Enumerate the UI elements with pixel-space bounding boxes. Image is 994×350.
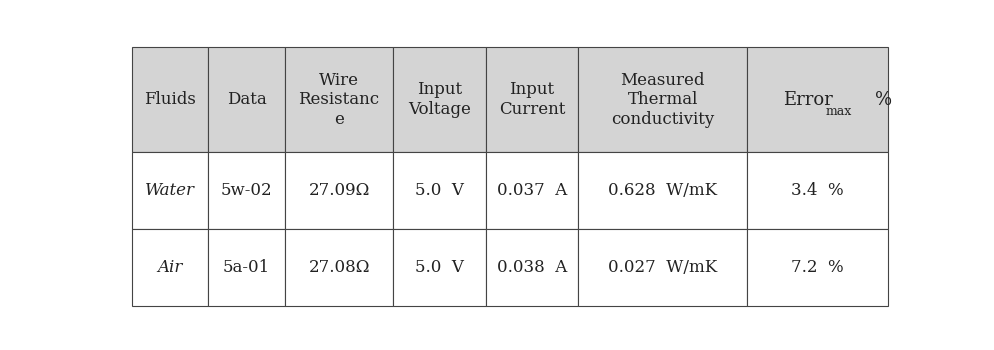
Text: 27.09Ω: 27.09Ω [308,182,370,199]
Bar [746,152,887,229]
Text: 27.08Ω: 27.08Ω [308,259,370,276]
Bar [393,152,485,229]
Bar [393,229,485,306]
Text: max: max [824,105,851,118]
Bar [284,47,393,152]
Bar [746,229,887,306]
Text: 5.0  V: 5.0 V [414,259,463,276]
Text: 5.0  V: 5.0 V [414,182,463,199]
Text: 0.038  A: 0.038 A [496,259,567,276]
Bar [209,229,284,306]
Bar [209,152,284,229]
Text: 7.2  %: 7.2 % [790,259,843,276]
Text: Input
Current: Input Current [498,81,565,118]
Bar [393,47,485,152]
Bar [485,152,578,229]
Bar [485,229,578,306]
Text: 0.027  W/mK: 0.027 W/mK [607,259,717,276]
Bar [284,152,393,229]
Text: Data: Data [227,91,266,108]
Text: Input
Voltage: Input Voltage [408,81,470,118]
Text: 5w-02: 5w-02 [221,182,272,199]
Text: Error: Error [782,91,832,108]
Text: Air: Air [157,259,183,276]
Bar [132,152,209,229]
Text: 0.037  A: 0.037 A [496,182,567,199]
Bar [132,229,209,306]
Text: %: % [875,91,892,108]
Bar [485,47,578,152]
Text: 3.4  %: 3.4 % [790,182,843,199]
Bar [746,47,887,152]
Text: Wire
Resistanc
e: Wire Resistanc e [298,71,380,128]
Bar [578,152,746,229]
Text: 5a-01: 5a-01 [223,259,270,276]
Text: Fluids: Fluids [144,91,196,108]
Bar [578,47,746,152]
Text: Water: Water [145,182,195,199]
Bar [284,229,393,306]
Text: 0.628  W/mK: 0.628 W/mK [607,182,717,199]
Bar [578,229,746,306]
Bar [132,47,209,152]
Bar [209,47,284,152]
Text: Measured
Thermal
conductivity: Measured Thermal conductivity [610,71,714,128]
